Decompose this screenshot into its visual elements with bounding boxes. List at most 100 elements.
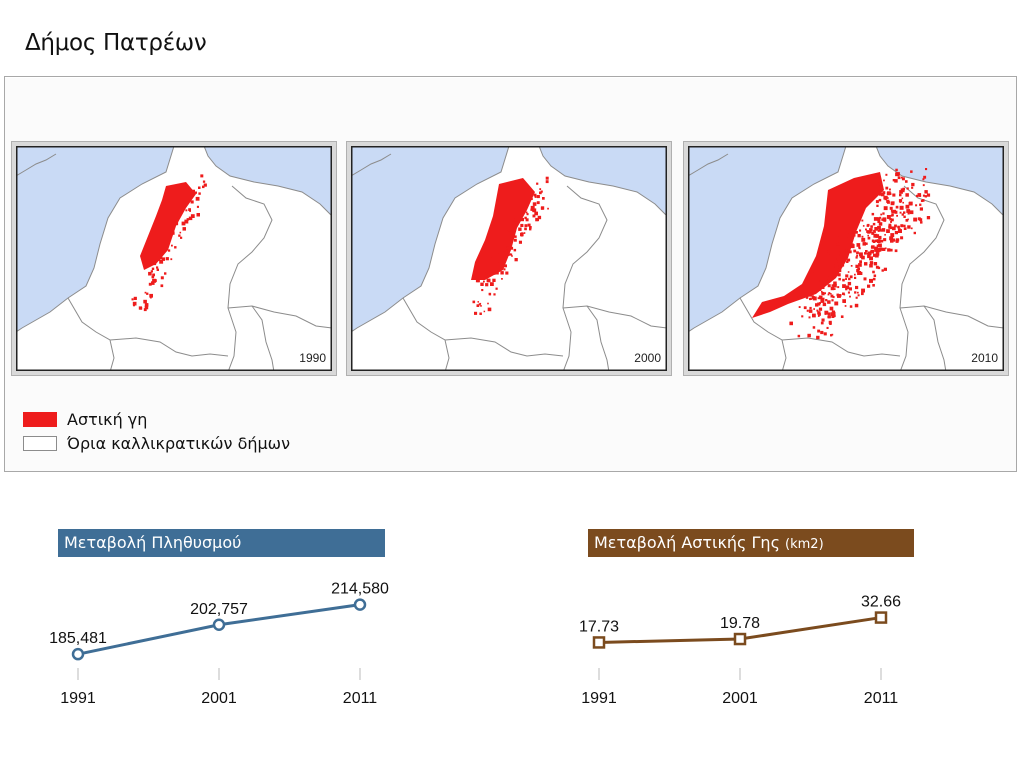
urban-land-patch (506, 252, 510, 256)
urban-land-patch (867, 251, 872, 256)
urban-land-patch (855, 214, 859, 217)
urban-land-patch (488, 254, 492, 258)
urban-land-patch (848, 250, 852, 254)
urban-land-patch (133, 296, 137, 300)
data-point (71, 647, 85, 661)
urban-land-patch (170, 258, 173, 261)
urban-land-patch (913, 217, 918, 222)
urban-land-patch (896, 238, 900, 242)
data-label: 214,580 (331, 581, 389, 598)
map-year-label: 1990 (299, 351, 326, 365)
urban-land-patch (509, 253, 512, 256)
urban-land-patch (903, 224, 906, 228)
urban-land-patch (906, 209, 911, 213)
municipal-boundary (227, 305, 332, 329)
urban-land-patch (867, 230, 870, 234)
urban-land-patch (526, 213, 529, 216)
urban-land-patch (822, 302, 827, 307)
urban-land-patch (879, 216, 882, 219)
urban-land-patch (501, 278, 503, 280)
urban-land-patch (477, 301, 479, 303)
urban-land-patch (886, 199, 890, 203)
urban-land-patch (492, 271, 496, 275)
urban-land-patch (849, 305, 853, 308)
municipal-boundary (899, 305, 1004, 329)
urban-land-patch (847, 281, 852, 286)
urban-land-patch (510, 246, 514, 250)
urban-land-patch (828, 292, 831, 295)
urban-land-patch (494, 259, 499, 264)
urban-land-patch (504, 264, 507, 268)
urban-land-patch (188, 216, 193, 221)
urban-land-patch (833, 314, 836, 318)
urban-land-patch (827, 315, 830, 319)
urban-land-patch (892, 226, 896, 231)
urban-land-patch (885, 186, 889, 190)
urban-land-patch (834, 259, 838, 263)
urban-land-patch (539, 188, 542, 190)
urban-land-patch (503, 268, 506, 271)
urban-land-patch (892, 238, 896, 242)
urban-land-patch (902, 201, 904, 204)
urban-land-patch (834, 266, 839, 271)
urban-land-patch (513, 248, 517, 252)
urban-land-patch (834, 301, 839, 306)
urban-land-patch (817, 315, 820, 317)
urban-land-patch (503, 248, 507, 252)
urban-land-patch (831, 315, 835, 318)
urban-land-patch (506, 230, 509, 234)
urban-land-patch (843, 300, 846, 303)
urban-land-patch (524, 224, 528, 228)
urban-land-patch (485, 269, 490, 274)
urban-land-patch (840, 315, 844, 318)
urban-land-patch (922, 178, 925, 181)
urban-land-patch (864, 252, 867, 255)
urban-land-patch (484, 272, 488, 276)
map-year-label: 2010 (971, 351, 998, 365)
municipal-boundary (402, 297, 450, 371)
urban-land-patch (917, 217, 921, 221)
urban-land-patch (819, 302, 821, 305)
urban-land-patch (888, 217, 891, 220)
urban-land-patch (803, 306, 807, 310)
urban-land-patch (496, 262, 499, 266)
urban-land-patch (828, 320, 832, 324)
urban-land-patch (842, 284, 846, 288)
urban-land-patch (832, 266, 835, 268)
urban-land-patch (876, 244, 880, 248)
urban-land-patch (858, 246, 861, 249)
urban-land-patch (905, 180, 908, 183)
urban-land-patch (862, 208, 864, 211)
urban-land-patch (514, 235, 517, 238)
urban-land-patch (824, 275, 828, 279)
urban-land-patch (812, 270, 815, 273)
urban-land-patch (808, 316, 811, 319)
urban-land-patch (864, 262, 868, 266)
urban-land-patch (174, 246, 177, 249)
urban-land-patch (152, 273, 155, 277)
urban-land-patch (495, 271, 499, 275)
urban-land-patch (822, 276, 825, 279)
page-title: Δήμος Πατρέων (25, 30, 207, 56)
sea-area (351, 146, 667, 333)
urban-land-patch (161, 257, 165, 261)
urban-land-patch (837, 286, 840, 289)
urban-land-patch (871, 212, 875, 216)
population-chart: 185,481 1991 202,757 2001 214,580 2011 (49, 581, 389, 707)
urban-land-patch (858, 263, 862, 267)
urban-land-patch (529, 228, 532, 231)
map-canvas (16, 146, 332, 371)
urban-land-patch (534, 195, 537, 198)
urban-land-patch (907, 225, 911, 229)
urban-land-patch (813, 272, 817, 277)
urban-land-patch (869, 278, 873, 283)
urban-land-patch (831, 333, 834, 336)
urban-land-patch (848, 287, 852, 291)
urban-land-patch (820, 321, 824, 325)
urban-land-patch (489, 293, 491, 296)
urban-land-patch (818, 311, 821, 314)
urban-land-patch (490, 282, 494, 286)
data-point (874, 611, 888, 624)
urban-land-patch (834, 264, 838, 268)
municipal-boundary (923, 305, 947, 371)
